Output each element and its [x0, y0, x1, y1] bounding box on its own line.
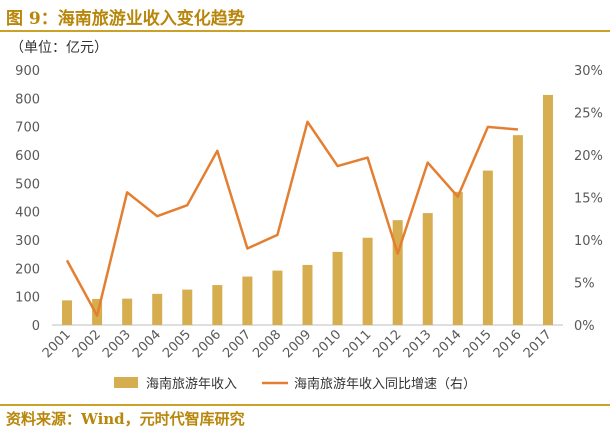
bar-2010 — [332, 251, 343, 325]
bar-2017 — [542, 94, 553, 325]
bar-2013 — [422, 213, 433, 325]
y-right-tick-label: 5% — [574, 277, 595, 292]
source-note: 资料来源：Wind，元时代智库研究 — [6, 410, 245, 428]
line-series — [65, 120, 519, 317]
x-tick-label: 2010 — [310, 327, 344, 361]
bar-2015 — [482, 170, 493, 325]
x-tick-label: 2006 — [190, 327, 224, 361]
x-tick-label: 2004 — [130, 327, 164, 361]
y-left-tick-label: 800 — [15, 92, 40, 107]
x-tick-label: 2016 — [491, 327, 525, 361]
y-left-tick-label: 500 — [15, 177, 40, 192]
x-tick-label: 2012 — [370, 327, 404, 361]
figure-header: 图 9：海南旅游业收入变化趋势 — [0, 0, 610, 29]
y-right-tick-label: 30% — [574, 64, 603, 79]
bar-2009 — [302, 264, 313, 325]
bar-2006 — [212, 285, 223, 325]
revenue-chart: （单位：亿元） 0 100 200 300 400 500 600 700 800 900 0% 5%… — [10, 40, 603, 392]
y-right-tick-label: 0% — [574, 319, 595, 334]
y-right-tick-label: 25% — [574, 107, 603, 122]
figure-title: 图 9：海南旅游业收入变化趋势 — [6, 9, 245, 29]
x-tick-label: 2003 — [100, 327, 134, 361]
y-left-tick-label: 400 — [15, 206, 40, 221]
x-tick-label: 2005 — [160, 327, 194, 361]
bar-2014 — [452, 191, 463, 325]
x-tick-label: 2017 — [521, 327, 555, 361]
bar-2004 — [152, 293, 163, 325]
x-tick-label: 2015 — [461, 327, 495, 361]
y-left-tick-label: 200 — [15, 262, 40, 277]
source-divider — [0, 404, 610, 406]
y-left-tick-label: 300 — [15, 234, 40, 249]
x-tick-label: 2014 — [431, 327, 465, 361]
x-tick-labels: 2001200220032004200520062007200820092010… — [40, 327, 555, 361]
legend-label-line: 海南旅游年收入同比增速（右） — [294, 376, 476, 392]
bar-2012 — [392, 220, 403, 325]
unit-label: （单位：亿元） — [10, 40, 108, 56]
legend: 海南旅游年收入 海南旅游年收入同比增速（右） — [114, 376, 476, 392]
y-left-tick-label: 600 — [15, 149, 40, 164]
legend-label-bar: 海南旅游年收入 — [146, 376, 237, 392]
x-tick-label: 2001 — [40, 327, 74, 361]
title-divider — [0, 30, 610, 32]
bar-series — [62, 94, 553, 325]
bar-2011 — [362, 237, 373, 325]
bar-2016 — [512, 135, 523, 325]
y-right-tick-label: 15% — [574, 192, 603, 207]
x-tick-label: 2002 — [70, 327, 104, 361]
x-tick-label: 2011 — [340, 327, 374, 361]
bar-2001 — [62, 300, 73, 325]
y-right-tick-label: 20% — [574, 149, 603, 164]
bar-2008 — [272, 270, 283, 325]
y-left-tick-label: 700 — [15, 121, 40, 136]
bar-2003 — [122, 298, 133, 325]
x-tick-label: 2008 — [250, 327, 284, 361]
y-right-tick-label: 10% — [574, 234, 603, 249]
y-left-tick-label: 0 — [32, 319, 40, 334]
axes: 0 100 200 300 400 500 600 700 800 900 0% 5% 10% 15% 20… — [15, 64, 603, 334]
legend-swatch-bar — [114, 377, 138, 388]
bar-2007 — [242, 276, 253, 325]
x-tick-label: 2013 — [401, 327, 435, 361]
growth-line — [65, 120, 519, 317]
y-left-tick-label: 100 — [15, 291, 40, 306]
x-tick-label: 2007 — [220, 327, 254, 361]
x-tick-label: 2009 — [280, 327, 314, 361]
bar-2005 — [182, 289, 193, 325]
y-left-tick-label: 900 — [15, 64, 40, 79]
